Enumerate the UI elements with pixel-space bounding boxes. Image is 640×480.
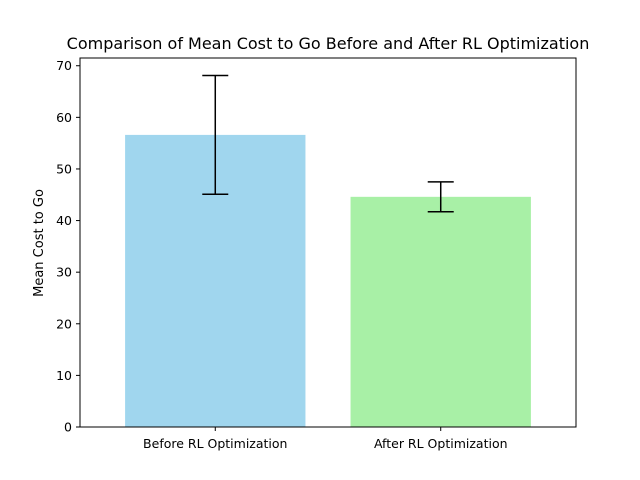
y-tick-label-60: 60 (56, 110, 72, 125)
y-tick-label-20: 20 (56, 316, 72, 331)
y-axis-label: Mean Cost to Go (32, 189, 47, 297)
y-tick-label-40: 40 (56, 213, 72, 228)
x-tick-label-2: After RL Optimization (374, 436, 508, 451)
bars-group (125, 134, 531, 428)
y-tick-label-30: 30 (56, 265, 72, 280)
y-tick-label-0: 0 (64, 420, 72, 435)
y-axis: 0 10 20 30 40 50 60 70 (56, 58, 80, 435)
x-tick-label-1: Before RL Optimization (143, 436, 287, 451)
y-tick-label-70: 70 (56, 58, 72, 73)
chart-title: Comparison of Mean Cost to Go Before and… (67, 34, 590, 53)
error-bars-group (202, 74, 454, 213)
y-tick-label-10: 10 (56, 368, 72, 383)
x-axis: Before RL Optimization After RL Optimizat… (143, 427, 508, 451)
plot-frame (79, 57, 577, 428)
bar-2 (350, 196, 531, 427)
y-tick-label-50: 50 (56, 161, 72, 176)
